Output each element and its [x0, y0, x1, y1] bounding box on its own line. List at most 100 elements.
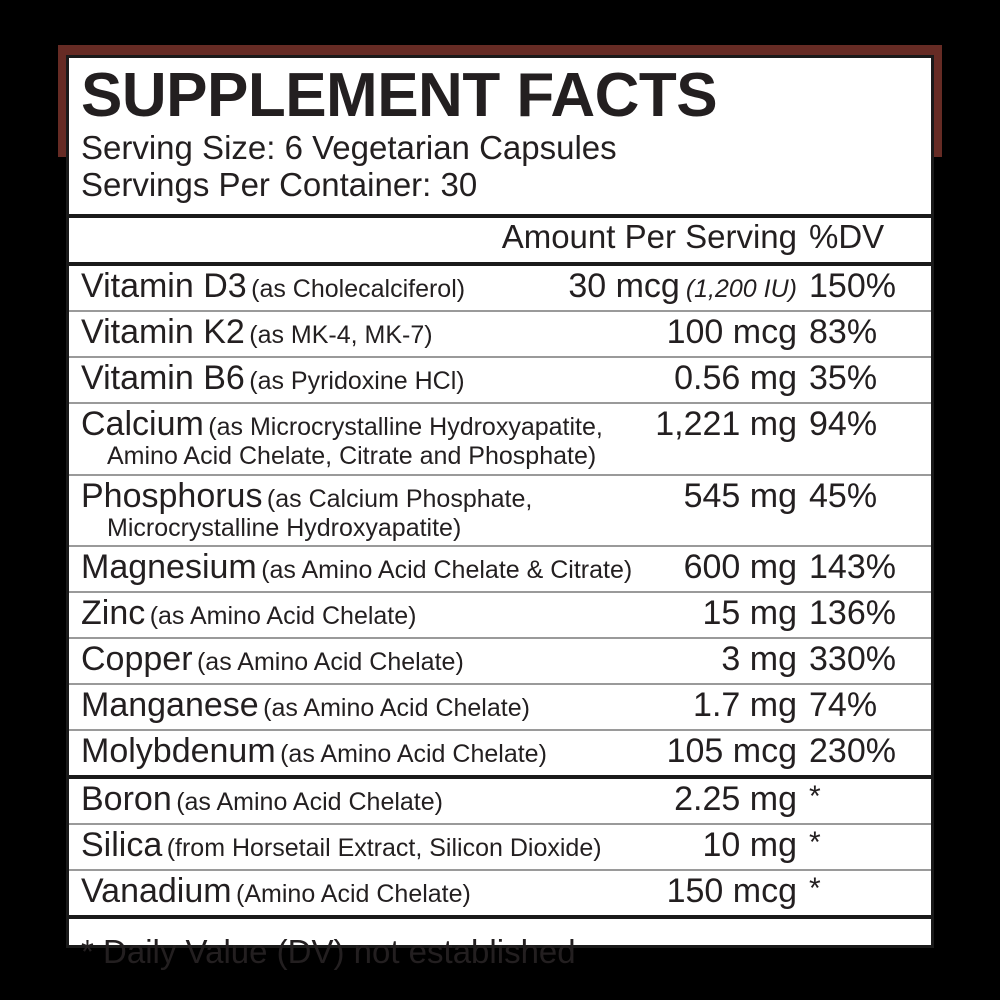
ingredient-daily-value: 136% — [809, 594, 896, 633]
ingredient-name: Manganese — [81, 686, 259, 725]
table-row: Silica (from Horsetail Extract, Silicon … — [69, 825, 931, 869]
table-row: Vitamin K2 (as MK-4, MK-7) 100 mcg 83% — [69, 312, 931, 356]
ingredient-daily-value: 45% — [809, 476, 878, 515]
ingredient-daily-value: 35% — [809, 358, 878, 397]
ingredient-amount-value: 15 mg — [702, 594, 798, 633]
ingredient-name-line: Vitamin D3 (as Cholecalciferol) — [81, 268, 568, 304]
ingredient-names: Vitamin D3 (as Cholecalciferol) — [81, 268, 568, 304]
ingredient-source: (as MK-4, MK-7) — [249, 320, 433, 349]
ingredient-names: Zinc (as Amino Acid Chelate) — [81, 595, 703, 631]
ingredient-amount: 1,221 mg — [655, 406, 809, 442]
ingredient-name-line: Boron (as Amino Acid Chelate) — [81, 781, 674, 817]
rule-row-separator — [69, 473, 931, 476]
ingredient-name: Silica — [81, 826, 163, 865]
rule-above-column-header — [69, 213, 931, 218]
ingredient-name: Vitamin K2 — [81, 312, 245, 351]
ingredient-amount: 600 mg — [684, 549, 809, 585]
ingredient-amount-value: 0.56 mg — [674, 358, 797, 397]
servings-per-container: Servings Per Container: 30 — [81, 166, 478, 204]
ingredient-amount-value: 2.25 mg — [674, 780, 797, 819]
ingredient-source: (from Horsetail Extract, Silicon Dioxide… — [166, 834, 602, 863]
table-row: Magnesium (as Amino Acid Chelate & Citra… — [69, 547, 931, 591]
ingredient-names: Phosphorus (as Calcium Phosphate, Microcr… — [81, 476, 684, 544]
ingredient-name-line: Vitamin K2 (as MK-4, MK-7) — [81, 314, 667, 350]
table-row: Calcium (as Microcrystalline Hydroxyapat… — [69, 404, 931, 474]
ingredient-source: (as Amino Acid Chelate) — [196, 648, 464, 677]
rule-above-footnote — [69, 915, 931, 920]
ingredient-names: Boron (as Amino Acid Chelate) — [81, 781, 674, 817]
table-row: Molybdenum (as Amino Acid Chelate) 105 mc… — [69, 731, 931, 775]
ingredient-daily-value: 330% — [809, 640, 896, 679]
ingredient-amount-value: 3 mg — [721, 640, 797, 679]
table-row: Boron (as Amino Acid Chelate) 2.25 mg * — [69, 779, 931, 823]
rule-row-separator — [69, 823, 931, 826]
serving-size: Serving Size: 6 Vegetarian Capsules — [81, 128, 617, 166]
ingredient-name: Vitamin B6 — [81, 358, 245, 397]
ingredient-daily-value: 230% — [809, 732, 896, 771]
ingredient-source: (as Amino Acid Chelate) — [176, 788, 443, 817]
ingredient-name: Copper — [81, 640, 193, 679]
table-row: Phosphorus (as Calcium Phosphate, Microcr… — [69, 476, 931, 546]
rule-group-separator — [69, 775, 931, 780]
panel-header: SUPPLEMENT FACTS Serving Size: 6 Vegetar… — [69, 61, 931, 214]
ingredient-source: (as Cholecalciferol) — [251, 274, 466, 303]
ingredient-source: (as Pyridoxine HCl) — [249, 366, 465, 395]
ingredient-amount: 30 mcg (1,200 IU) — [568, 268, 809, 304]
ingredient-amount-value: 10 mg — [702, 826, 798, 865]
ingredient-source-continued: Microcrystalline Hydroxyapatite) — [107, 513, 462, 542]
supplement-facts-panel: SUPPLEMENT FACTS Serving Size: 6 Vegetar… — [66, 55, 934, 970]
ingredient-names: Vitamin B6 (as Pyridoxine HCl) — [81, 360, 674, 396]
ingredient-amount: 150 mcg — [667, 873, 809, 909]
ingredient-names: Magnesium (as Amino Acid Chelate & Citra… — [81, 549, 684, 585]
ingredient-name-line: Manganese (as Amino Acid Chelate) — [81, 687, 693, 723]
ingredient-amount: 100 mcg — [667, 314, 809, 350]
ingredient-amount: 2.25 mg — [674, 781, 809, 817]
ingredient-daily-value: * — [809, 780, 821, 814]
ingredient-amount-value: 545 mg — [683, 476, 797, 515]
ingredient-names: Manganese (as Amino Acid Chelate) — [81, 687, 693, 723]
rule-row-separator — [69, 401, 931, 404]
ingredient-name-line: Copper (as Amino Acid Chelate) — [81, 641, 721, 677]
rule-row-separator — [69, 637, 931, 640]
ingredient-source: (as Amino Acid Chelate) — [280, 740, 547, 769]
table-row: Copper (as Amino Acid Chelate) 3 mg 330% — [69, 639, 931, 683]
ingredient-amount-value: 100 mcg — [666, 312, 797, 351]
ingredient-names: Silica (from Horsetail Extract, Silicon … — [81, 827, 703, 863]
ingredient-daily-value: 83% — [809, 312, 878, 351]
ingredient-amount-value: 30 mcg — [568, 266, 680, 305]
ingredient-amount-value: 600 mg — [683, 548, 797, 587]
ingredient-name-line: Molybdenum (as Amino Acid Chelate) — [81, 733, 667, 769]
rule-row-separator — [69, 869, 931, 872]
ingredient-name-line: Magnesium (as Amino Acid Chelate & Citra… — [81, 549, 684, 585]
ingredient-amount-value: 1.7 mg — [693, 686, 797, 725]
ingredient-source: (as Amino Acid Chelate) — [149, 602, 417, 631]
ingredient-amount-note: (1,200 IU) — [685, 274, 797, 303]
rule-row-separator — [69, 309, 931, 312]
ingredient-daily-value: * — [809, 826, 821, 860]
ingredient-names: Molybdenum (as Amino Acid Chelate) — [81, 733, 667, 769]
ingredient-source: (as Calcium Phosphate, — [266, 484, 533, 513]
rule-row-separator — [69, 683, 931, 686]
ingredient-table: Vitamin D3 (as Cholecalciferol) 30 mcg (1,… — [69, 266, 931, 915]
ingredient-amount-value: 1,221 mg — [655, 404, 797, 443]
ingredient-amount: 3 mg — [721, 641, 809, 677]
dv-column-header: %DV — [809, 217, 885, 255]
ingredient-names: Calcium (as Microcrystalline Hydroxyapat… — [81, 406, 655, 472]
ingredient-amount: 1.7 mg — [693, 687, 809, 723]
ingredient-amount-value: 105 mcg — [666, 732, 797, 771]
ingredient-name: Zinc — [81, 594, 146, 633]
column-header-row: Amount Per Serving %DV — [69, 218, 931, 262]
ingredient-daily-value: 74% — [809, 686, 878, 725]
ingredient-amount: 15 mg — [703, 595, 810, 631]
ingredient-name: Boron — [81, 780, 172, 819]
ingredient-names: Vanadium (Amino Acid Chelate) — [81, 873, 667, 909]
ingredient-names: Copper (as Amino Acid Chelate) — [81, 641, 721, 677]
ingredient-amount: 105 mcg — [667, 733, 809, 769]
rule-row-separator — [69, 591, 931, 594]
ingredient-daily-value: 150% — [809, 266, 896, 305]
ingredient-name: Phosphorus — [81, 476, 263, 515]
ingredient-name: Vitamin D3 — [81, 266, 247, 305]
ingredient-name-line: Silica (from Horsetail Extract, Silicon … — [81, 827, 703, 863]
page-title: SUPPLEMENT FACTS — [81, 61, 718, 130]
